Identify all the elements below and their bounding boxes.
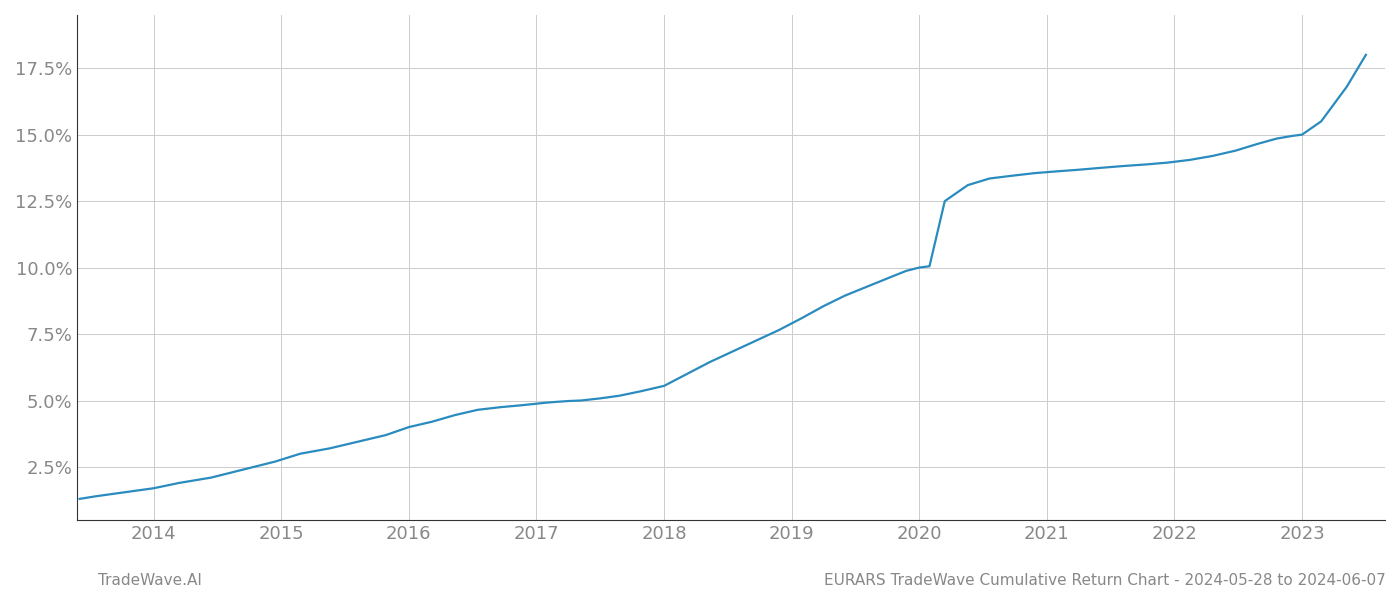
Text: EURARS TradeWave Cumulative Return Chart - 2024-05-28 to 2024-06-07: EURARS TradeWave Cumulative Return Chart…	[825, 573, 1386, 588]
Text: TradeWave.AI: TradeWave.AI	[98, 573, 202, 588]
